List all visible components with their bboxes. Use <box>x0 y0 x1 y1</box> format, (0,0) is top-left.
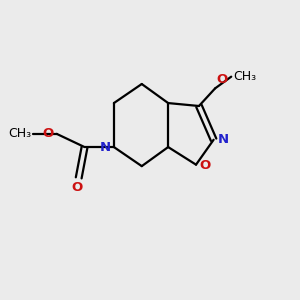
Text: N: N <box>99 141 110 154</box>
Text: O: O <box>42 127 53 140</box>
Text: O: O <box>217 73 228 86</box>
Text: N: N <box>218 133 229 146</box>
Text: O: O <box>72 182 83 194</box>
Text: CH₃: CH₃ <box>234 70 257 83</box>
Text: O: O <box>200 159 211 172</box>
Text: CH₃: CH₃ <box>8 128 31 140</box>
